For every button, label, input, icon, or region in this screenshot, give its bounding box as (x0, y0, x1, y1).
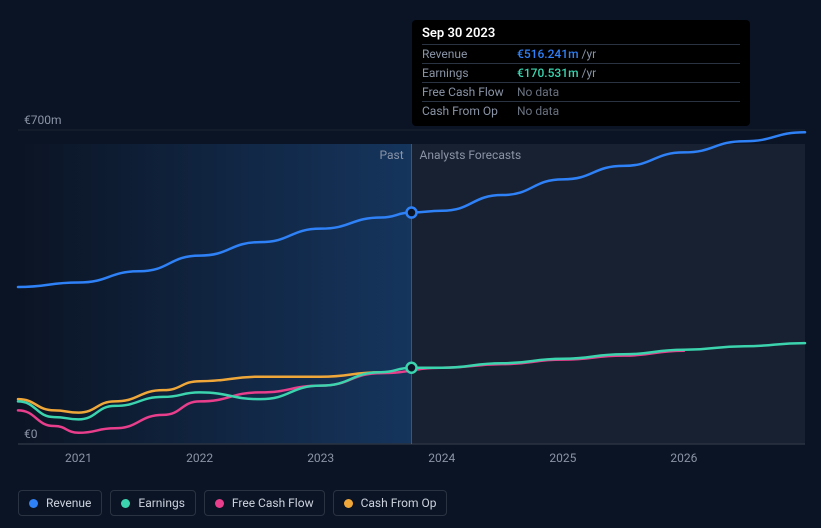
tooltip-row: Earnings€170.531m/yr (422, 63, 740, 82)
tooltip-row: Revenue€516.241m/yr (422, 44, 740, 63)
tooltip-row-label: Earnings (422, 66, 517, 80)
past-shading (18, 144, 412, 444)
forecast-section-label: Analysts Forecasts (420, 148, 522, 162)
legend-item-earnings[interactable]: Earnings (110, 490, 196, 516)
legend-swatch (215, 499, 224, 508)
tooltip-row: Cash From OpNo data (422, 101, 740, 120)
x-axis-label: 2023 (307, 451, 334, 465)
x-axis-label: 2026 (670, 451, 697, 465)
tooltip-row-label: Cash From Op (422, 104, 517, 118)
tooltip-row-label: Revenue (422, 47, 517, 61)
past-section-label: Past (380, 148, 404, 162)
forecast-shading (412, 144, 806, 444)
legend-swatch (344, 499, 353, 508)
legend-item-revenue[interactable]: Revenue (18, 490, 102, 516)
marker-earnings (407, 363, 417, 373)
tooltip-row-unit: /yr (582, 66, 597, 80)
financial-chart: €0 €700m 2021 2022 2023 2024 2025 2026 Sep 30 2… (0, 0, 821, 524)
legend-swatch (29, 499, 38, 508)
x-axis-label: 2025 (549, 451, 576, 465)
tooltip-row-value: €516.241m (517, 47, 579, 61)
tooltip-row: Free Cash FlowNo data (422, 82, 740, 101)
legend-label: Cash From Op (361, 496, 437, 510)
tooltip: Sep 30 2023 Revenue€516.241m/yrEarnings€… (412, 20, 750, 126)
tooltip-row-value: €170.531m (517, 66, 579, 80)
tooltip-row-unit: /yr (582, 47, 597, 61)
legend-item-free_cash_flow[interactable]: Free Cash Flow (204, 490, 325, 516)
y-axis-label: €0 (24, 427, 38, 441)
legend-item-cash_from_op[interactable]: Cash From Op (333, 490, 448, 516)
legend-swatch (121, 499, 130, 508)
legend-label: Free Cash Flow (232, 496, 314, 510)
tooltip-date: Sep 30 2023 (422, 26, 740, 41)
legend: Revenue Earnings Free Cash Flow Cash From O… (18, 490, 447, 516)
marker-revenue (407, 208, 417, 218)
tooltip-row-label: Free Cash Flow (422, 85, 517, 99)
legend-label: Earnings (138, 496, 185, 510)
x-axis-label: 2024 (428, 451, 455, 465)
tooltip-row-nodata: No data (517, 104, 559, 118)
tooltip-row-nodata: No data (517, 85, 559, 99)
y-axis-label: €700m (24, 113, 62, 127)
legend-label: Revenue (46, 496, 91, 510)
x-axis-label: 2022 (186, 451, 213, 465)
x-axis-label: 2021 (65, 451, 92, 465)
